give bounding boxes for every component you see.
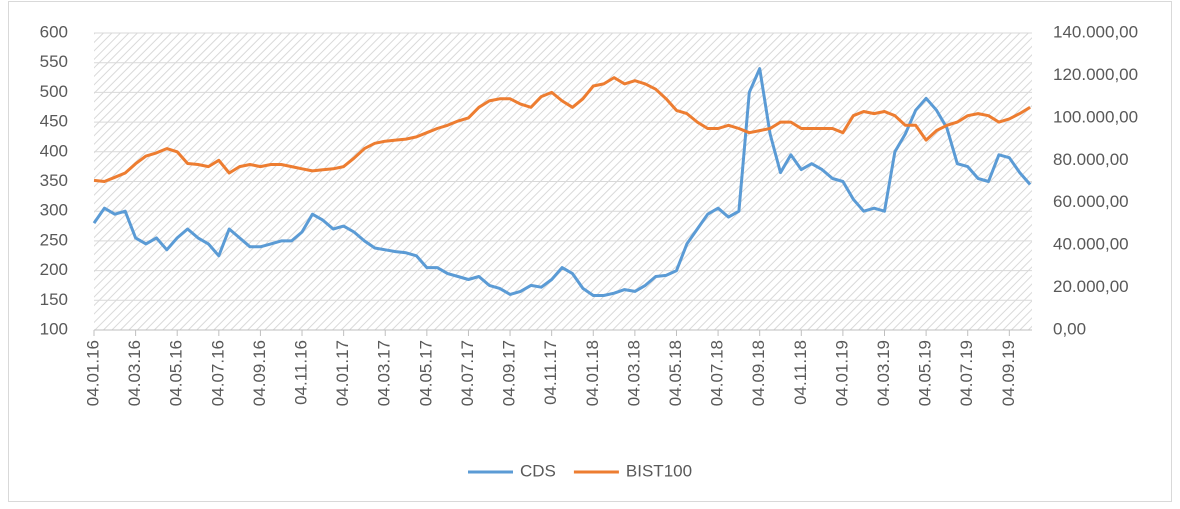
y-tick-label: 500 — [40, 82, 68, 101]
y2-tick-label: 60.000,00 — [1053, 192, 1129, 211]
y-tick-label: 400 — [40, 141, 68, 160]
x-tick-label: 04.09.17 — [500, 340, 519, 406]
x-tick-label: 04.11.16 — [292, 340, 311, 405]
x-tick-label: 04.11.17 — [541, 340, 560, 405]
x-tick-label: 04.03.19 — [874, 340, 893, 406]
y-tick-label: 200 — [40, 260, 68, 279]
series-line — [93, 76, 1031, 183]
x-tick-label: 04.05.17 — [416, 340, 435, 406]
x-tick-label: 04.07.18 — [708, 340, 727, 406]
x-tick-label: 04.05.16 — [167, 340, 186, 406]
x-tick-label: 04.09.19 — [999, 340, 1018, 406]
y-tick-label: 150 — [40, 290, 68, 309]
x-tick-label: 04.01.19 — [832, 340, 851, 406]
x-tick-label: 04.07.16 — [208, 340, 227, 406]
x-tick-label: 04.09.18 — [749, 340, 768, 406]
x-tick-label: 04.03.17 — [375, 340, 394, 406]
x-tick-label: 04.07.17 — [458, 340, 477, 406]
y-tick-label: 250 — [40, 230, 68, 249]
y2-tick-label: 140.000,00 — [1053, 22, 1138, 41]
x-tick-label: 04.01.16 — [83, 340, 102, 406]
x-tick-label: 04.07.19 — [957, 340, 976, 406]
y-tick-label: 350 — [40, 171, 68, 190]
legend-label: BIST100 — [626, 461, 692, 480]
x-tick-label: 04.11.18 — [791, 340, 810, 405]
series-line — [92, 67, 1032, 297]
y2-tick-label: 100.000,00 — [1053, 107, 1138, 126]
y2-tick-label: 0,00 — [1053, 319, 1086, 338]
y2-tick-label: 40.000,00 — [1053, 235, 1129, 254]
x-tick-label: 04.05.18 — [666, 340, 685, 406]
y2-tick-label: 20.000,00 — [1053, 277, 1129, 296]
y-tick-label: 550 — [40, 52, 68, 71]
legend-label: CDS — [520, 461, 556, 480]
y-tick-label: 300 — [40, 201, 68, 220]
y-tick-label: 450 — [40, 112, 68, 131]
y2-tick-label: 80.000,00 — [1053, 150, 1129, 169]
y-tick-label: 100 — [40, 319, 68, 338]
x-tick-label: 04.09.16 — [250, 340, 269, 406]
x-tick-label: 04.03.18 — [624, 340, 643, 406]
x-tick-label: 04.01.18 — [583, 340, 602, 406]
x-tick-label: 04.03.16 — [125, 340, 144, 406]
x-tick-label: 04.01.17 — [333, 340, 352, 406]
x-tick-label: 04.05.19 — [916, 340, 935, 406]
y-tick-label: 600 — [40, 22, 68, 41]
y2-tick-label: 120.000,00 — [1053, 65, 1138, 84]
